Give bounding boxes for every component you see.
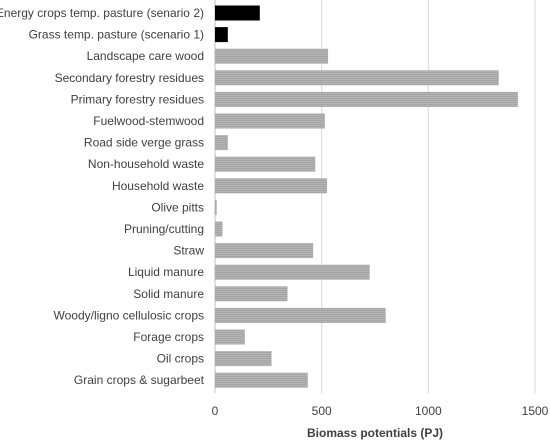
gridlines [214, 0, 536, 393]
bar-8 [215, 178, 327, 194]
bar-14 [215, 307, 386, 323]
bar-12 [215, 264, 370, 280]
category-label-3: Secondary forestry residues [55, 71, 204, 85]
bar-5 [215, 113, 325, 129]
category-label-2: Landscape care wood [87, 49, 204, 63]
x-axis-title: Biomass potentials (PJ) [307, 426, 443, 440]
bar-2 [215, 48, 329, 64]
bar-0 [215, 5, 260, 21]
x-tick-label-1500: 1500 [522, 404, 549, 418]
category-label-5: Fuelwood-stemwood [93, 114, 204, 128]
bars [215, 5, 518, 388]
bar-7 [215, 156, 316, 172]
category-label-4: Primary forestry residues [71, 92, 204, 106]
x-tick-label-0: 0 [212, 404, 219, 418]
category-label-0: Energy crops temp. pasture (senario 2) [0, 6, 204, 20]
category-label-8: Household waste [112, 179, 204, 193]
category-labels: Energy crops temp. pasture (senario 2) Gr… [0, 6, 205, 387]
category-label-6: Road side verge grass [84, 136, 204, 150]
bar-15 [215, 329, 245, 345]
bar-10 [215, 221, 223, 237]
bar-16 [215, 351, 272, 367]
category-label-10: Pruning/cutting [124, 222, 204, 236]
category-label-16: Oil crops [157, 352, 204, 366]
bar-1 [215, 27, 228, 43]
bar-9 [215, 199, 217, 215]
category-label-13: Solid manure [133, 287, 204, 301]
category-label-9: Olive pitts [151, 200, 204, 214]
category-label-15: Forage crops [133, 330, 204, 344]
bar-4 [215, 91, 518, 107]
category-label-14: Woody/ligno cellulosic crops [53, 308, 204, 322]
category-label-1: Grass temp. pasture (scenario 1) [29, 28, 204, 42]
bar-11 [215, 243, 314, 259]
bar-13 [215, 286, 288, 302]
bar-6 [215, 135, 228, 151]
x-tick-labels: 0 500 1000 1500 [212, 404, 549, 418]
x-tick-label-500: 500 [312, 404, 332, 418]
bar-17 [215, 372, 308, 388]
category-label-7: Non-household waste [88, 157, 204, 171]
bar-3 [215, 70, 499, 86]
x-tick-label-1000: 1000 [415, 404, 442, 418]
category-label-11: Straw [173, 244, 204, 258]
category-label-12: Liquid manure [128, 265, 204, 279]
category-label-17: Grain crops & sugarbeet [74, 373, 205, 387]
